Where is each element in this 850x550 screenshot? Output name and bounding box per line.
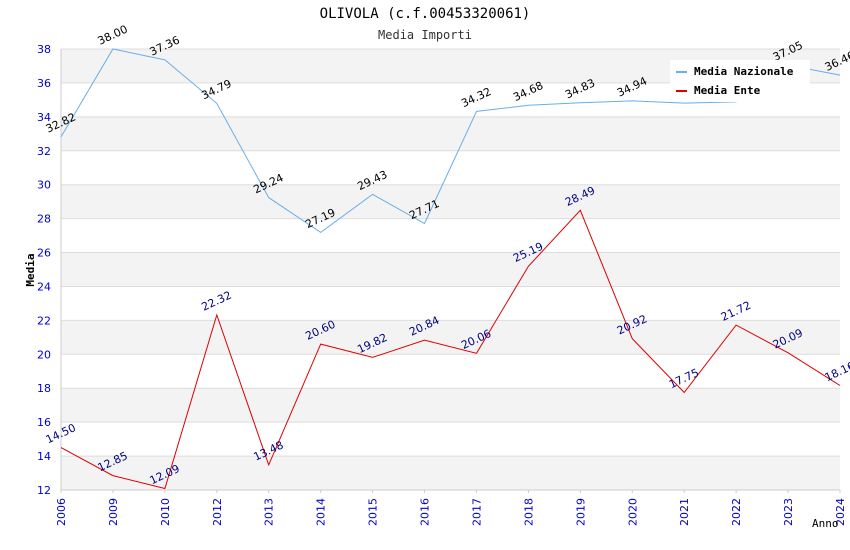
legend-label-media-nazionale: Media Nazionale [694, 65, 794, 78]
y-tick-label-34: 34 [37, 111, 51, 124]
x-tick-label-2021: 2021 [678, 498, 691, 526]
x-tick-label-2014: 2014 [315, 498, 328, 526]
y-tick-label-28: 28 [37, 213, 51, 226]
chart-subtitle: Media Importi [378, 28, 472, 42]
legend: Media Nazionale Media Ente [670, 60, 810, 102]
plot-background-bands [61, 49, 840, 490]
data-label-media-nazionale-2009: 38.00 [96, 23, 130, 48]
x-tick-label-2012: 2012 [211, 498, 224, 526]
y-tick-label-36: 36 [37, 77, 51, 90]
series-line-media-nazionale [60, 48, 841, 234]
x-tick-label-2009: 2009 [107, 498, 120, 526]
data-label-media-nazionale-2017: 34.32 [459, 85, 493, 110]
y-tick-label-24: 24 [37, 280, 51, 293]
legend-swatch-media-ente [676, 90, 687, 92]
x-tick-label-2010: 2010 [159, 498, 172, 526]
y-tick-label-18: 18 [37, 382, 51, 395]
x-tick-labels: 2006 2009 2010 2012 2013 2014 2015 2016 2017 2018… [55, 498, 847, 526]
y-tick-label-14: 14 [37, 450, 51, 463]
y-tick-label-16: 16 [37, 416, 51, 429]
x-tick-label-2024: 2024 [834, 498, 847, 526]
data-label-media-ente-2024: 18.16 [823, 359, 850, 384]
x-tick-label-2006: 2006 [55, 498, 68, 526]
legend-label-media-ente: Media Ente [694, 84, 761, 97]
series-line-media-ente [60, 209, 841, 490]
data-label-media-ente-2012: 22.32 [200, 289, 234, 314]
legend-swatch-media-nazionale [676, 71, 687, 73]
axes [60, 49, 841, 493]
y-tick-label-22: 22 [37, 314, 51, 327]
x-tick-label-2015: 2015 [367, 498, 380, 526]
y-tick-label-38: 38 [37, 43, 51, 56]
x-tick-label-2019: 2019 [574, 498, 587, 526]
gridlines [61, 48, 840, 491]
x-tick-label-2023: 2023 [782, 498, 795, 526]
chart-title: OLIVOLA (c.f.00453320061) [320, 6, 531, 22]
x-tick-label-2022: 2022 [730, 498, 743, 526]
y-tick-label-26: 26 [37, 247, 51, 260]
grid-band [61, 252, 840, 287]
x-tick-label-2018: 2018 [522, 498, 535, 526]
x-tick-label-2020: 2020 [626, 498, 639, 526]
data-label-media-ente-2021: 17.75 [667, 366, 701, 391]
y-tick-label-12: 12 [37, 484, 51, 497]
grid-band [61, 388, 840, 423]
y-tick-label-30: 30 [37, 179, 51, 192]
y-axis-label: Media [24, 253, 37, 286]
y-tick-label-32: 32 [37, 145, 51, 158]
y-tick-labels: 12 14 16 18 20 22 24 26 28 30 32 34 36 38 [37, 43, 51, 497]
y-tick-label-20: 20 [37, 348, 51, 361]
x-axis-label: Anno [812, 517, 839, 530]
grid-band [61, 320, 840, 355]
x-tick-label-2016: 2016 [419, 498, 432, 526]
x-tick-label-2017: 2017 [470, 498, 483, 526]
legend-box [670, 60, 810, 102]
grid-band [61, 456, 840, 490]
grid-band [61, 116, 840, 151]
grid-band [61, 184, 840, 219]
series-lines [60, 48, 841, 490]
x-tick-label-2013: 2013 [263, 498, 276, 526]
